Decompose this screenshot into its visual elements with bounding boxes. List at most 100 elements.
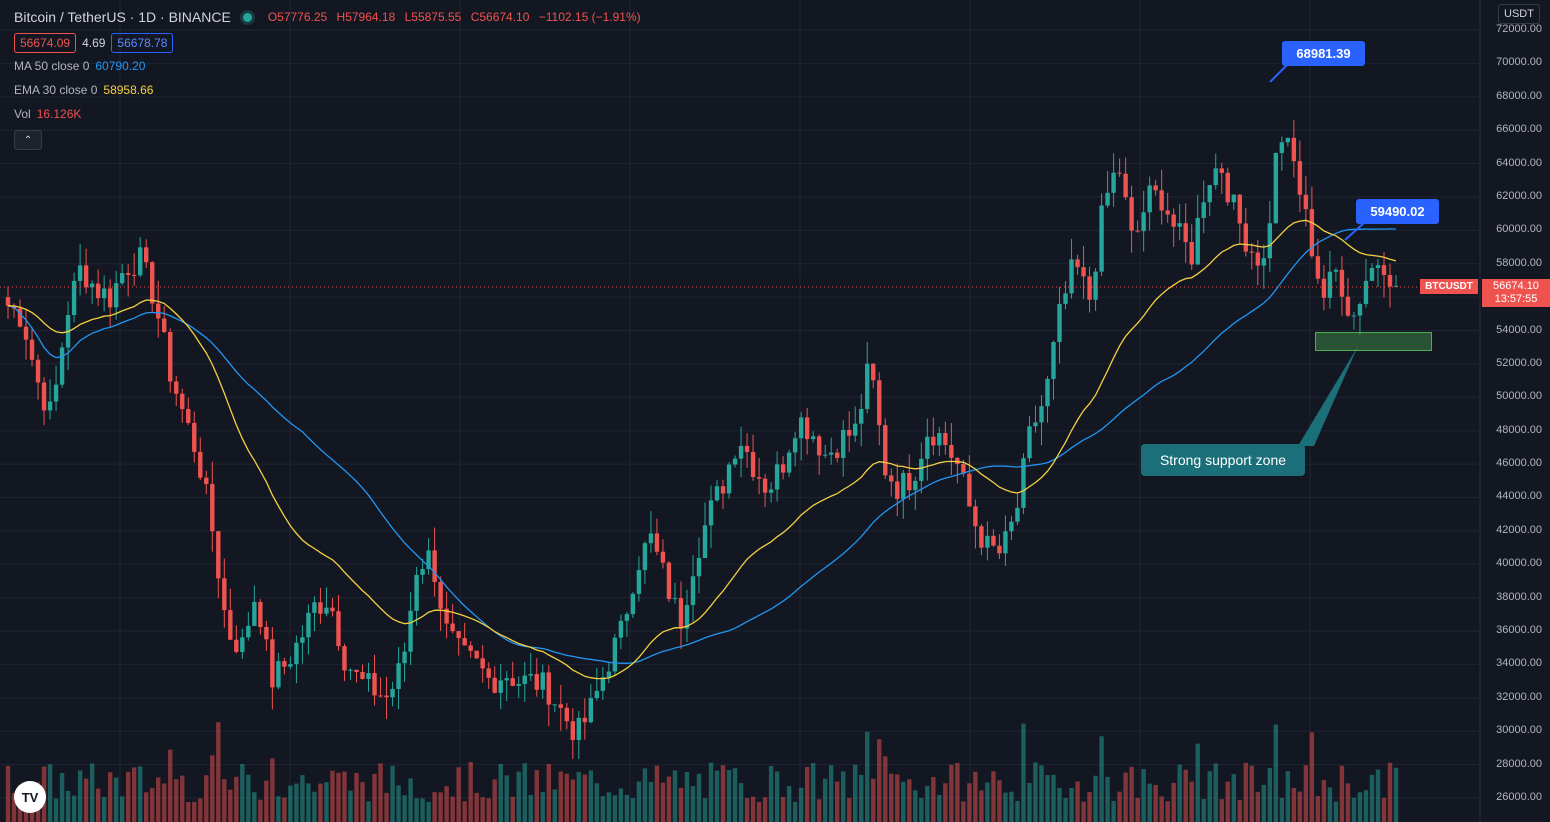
- candle-body: [684, 605, 690, 629]
- volume-bar: [1123, 772, 1128, 822]
- candle-body: [618, 620, 624, 638]
- ma-touch-callout[interactable]: 59490.02: [1356, 199, 1439, 224]
- candle-body: [720, 486, 726, 494]
- volume-bar: [1141, 769, 1146, 822]
- volume-bar: [228, 789, 233, 822]
- volume-bar: [871, 778, 876, 822]
- price-axis-label: 60000.00: [1496, 223, 1542, 236]
- collapse-legend-button[interactable]: ⌃: [14, 130, 42, 150]
- volume-bar: [318, 783, 323, 822]
- volume-bar: [510, 796, 515, 822]
- candle-body: [1177, 223, 1182, 227]
- candle-body: [53, 384, 59, 402]
- volume-bar: [1045, 775, 1050, 822]
- volume-bar: [648, 781, 654, 822]
- candle-body: [937, 433, 942, 446]
- volume-bar: [1057, 788, 1062, 822]
- candle-body: [119, 273, 125, 284]
- volume-bar: [1285, 771, 1291, 822]
- close-value: C56674.10: [470, 10, 530, 24]
- candle-body: [943, 433, 948, 446]
- candle-body: [1045, 378, 1050, 407]
- candle-body: [1189, 242, 1194, 265]
- support-zone-note[interactable]: Strong support zone: [1141, 444, 1305, 476]
- sell-price-button[interactable]: 56674.09: [14, 33, 77, 53]
- volume-bar: [714, 770, 720, 822]
- volume-bar: [534, 770, 539, 822]
- candle-body: [438, 581, 443, 609]
- candle-body: [841, 429, 846, 458]
- indicator-ema30[interactable]: EMA 30 close 0 58958.66: [14, 78, 647, 102]
- candle-body: [528, 674, 533, 676]
- volume-bar: [841, 771, 846, 822]
- currency-button[interactable]: USDT: [1498, 4, 1540, 24]
- candle-body: [534, 674, 539, 690]
- volume-bar: [210, 755, 215, 822]
- candle-body: [780, 464, 786, 473]
- candle-body: [859, 408, 864, 424]
- candle-body: [330, 607, 335, 612]
- candle-body: [486, 668, 491, 678]
- volume-bar: [660, 782, 666, 822]
- volume-bar: [324, 782, 329, 822]
- volume-bar: [408, 778, 413, 822]
- tradingview-logo-icon[interactable]: TV: [14, 781, 46, 813]
- volume-bar: [943, 783, 948, 822]
- candle-body: [288, 664, 293, 667]
- candle-body: [786, 452, 792, 473]
- volume-bar: [1009, 791, 1014, 822]
- volume-bar: [618, 788, 624, 822]
- volume-bar: [588, 770, 594, 822]
- indicator-volume[interactable]: Vol 16.126K: [14, 102, 647, 126]
- price-axis-label: 44000.00: [1496, 490, 1542, 503]
- candle-body: [1255, 252, 1261, 266]
- candle-body: [59, 347, 65, 385]
- candle-body: [648, 533, 654, 544]
- symbol-title[interactable]: Bitcoin / TetherUS · 1D · BINANCE: [14, 9, 231, 25]
- candle-body: [895, 481, 900, 499]
- candle-body: [798, 417, 804, 439]
- last-price-tag: 56674.10 13:57:55: [1482, 279, 1550, 307]
- volume-bar: [865, 731, 870, 822]
- price-axis-label: 54000.00: [1496, 323, 1542, 336]
- candle-body: [318, 602, 323, 614]
- high-price-callout[interactable]: 68981.39: [1282, 41, 1365, 66]
- candle-body: [552, 704, 557, 706]
- candle-body: [113, 283, 119, 308]
- volume-bar: [150, 788, 155, 822]
- market-status-icon[interactable]: [242, 12, 252, 22]
- candle-body: [630, 593, 636, 615]
- volume-bar: [822, 778, 828, 822]
- candle-body: [696, 558, 702, 577]
- volume-bar: [1201, 799, 1206, 822]
- candle-body: [732, 458, 738, 465]
- volume-bar: [432, 792, 437, 822]
- volume-bar: [744, 798, 750, 822]
- buy-price-button[interactable]: 56678.78: [111, 33, 174, 53]
- candle-body: [101, 288, 107, 299]
- candle-body: [1309, 209, 1315, 257]
- candle-body: [1207, 185, 1212, 203]
- volume-bar: [1213, 763, 1218, 822]
- indicator-label: Vol: [14, 107, 31, 121]
- volume-bar: [1177, 764, 1182, 822]
- volume-bar: [101, 797, 107, 822]
- candle-body: [1363, 280, 1369, 304]
- candle-body: [372, 673, 377, 696]
- volume-bar: [1291, 787, 1297, 822]
- candle-body: [17, 308, 23, 327]
- volume-bar: [53, 798, 59, 822]
- volume-bar: [65, 790, 71, 822]
- volume-bar: [931, 777, 936, 822]
- indicator-ma50[interactable]: MA 50 close 0 60790.20: [14, 54, 647, 78]
- volume-bar: [222, 779, 227, 822]
- volume-bar: [1051, 774, 1056, 822]
- candle-body: [955, 457, 960, 464]
- volume-bar: [137, 766, 143, 822]
- volume-bar: [1093, 775, 1098, 822]
- volume-bar: [762, 797, 768, 822]
- support-zone-rectangle[interactable]: [1315, 332, 1432, 351]
- volume-bar: [804, 767, 810, 822]
- volume-bar: [1033, 762, 1038, 822]
